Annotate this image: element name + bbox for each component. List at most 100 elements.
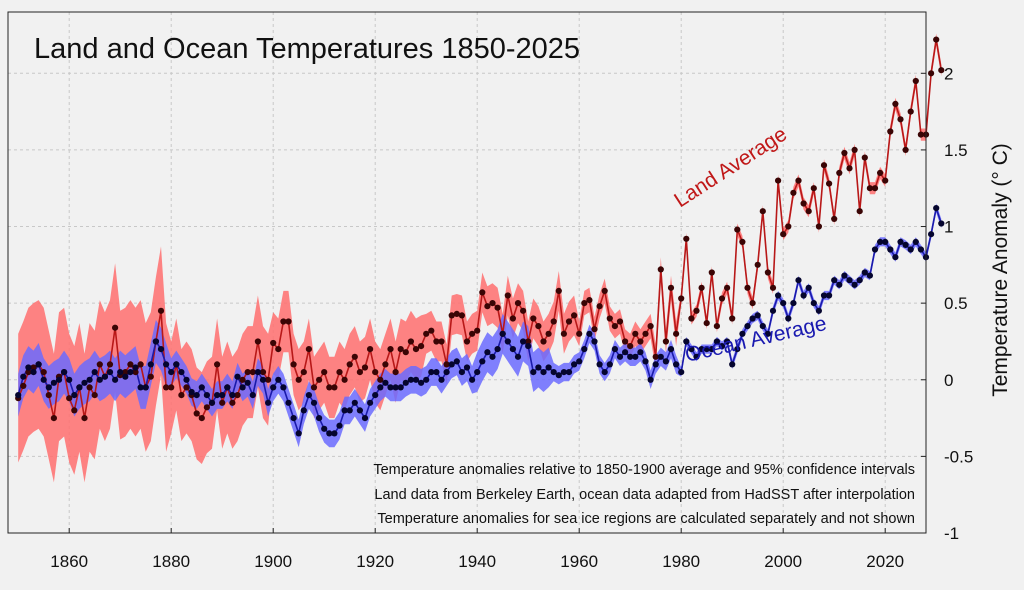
data-point-ocean xyxy=(596,361,603,368)
x-axis-ticks: 1860 1880 1900 1920 1940 1960 1980 2000 2020 xyxy=(50,528,904,571)
data-point-land xyxy=(785,223,792,230)
data-point-ocean xyxy=(769,307,777,314)
data-point-ocean xyxy=(907,246,914,253)
y-tick-label: 1 xyxy=(944,218,953,237)
data-point-land xyxy=(137,361,144,368)
data-point-land xyxy=(356,369,363,376)
data-point-land xyxy=(469,330,476,337)
y-tick-label: -0.5 xyxy=(944,447,973,466)
data-point-ocean xyxy=(106,369,114,376)
data-point-land xyxy=(683,235,690,242)
data-point-land xyxy=(407,338,414,345)
data-point-land xyxy=(254,338,261,345)
plot-frame xyxy=(7,11,927,534)
data-point-ocean xyxy=(76,384,83,391)
data-point-ocean xyxy=(300,407,307,414)
data-point-land xyxy=(759,208,766,215)
data-point-land xyxy=(479,289,486,296)
data-point-ocean xyxy=(499,330,506,337)
data-point-ocean xyxy=(356,407,363,414)
data-point-land xyxy=(657,266,664,273)
data-point-land xyxy=(856,208,863,215)
data-point-land xyxy=(50,415,58,422)
data-point-land xyxy=(576,330,583,337)
data-point-land xyxy=(820,162,828,169)
data-point-land xyxy=(183,384,190,391)
data-point-land xyxy=(387,346,394,353)
data-point-ocean xyxy=(795,277,802,284)
data-point-land xyxy=(428,327,435,334)
data-point-land xyxy=(244,369,251,376)
data-point-ocean xyxy=(571,361,578,368)
data-point-ocean xyxy=(418,379,425,386)
data-point-ocean xyxy=(754,312,761,319)
data-point-land xyxy=(530,315,537,322)
y-tick-label: 0 xyxy=(944,371,953,390)
data-point-ocean xyxy=(851,281,858,288)
x-tick-label: 1960 xyxy=(560,552,598,571)
data-point-land xyxy=(423,330,430,337)
data-point-land xyxy=(285,318,292,325)
data-point-ocean xyxy=(871,246,879,253)
data-point-land xyxy=(627,343,634,350)
data-point-land xyxy=(20,382,27,389)
data-point-ocean xyxy=(254,369,261,376)
data-point-land xyxy=(214,361,221,368)
data-point-ocean xyxy=(698,346,705,353)
data-point-land xyxy=(392,369,399,376)
data-point-ocean xyxy=(831,277,838,284)
data-point-land xyxy=(805,208,812,215)
data-point-land xyxy=(902,146,909,153)
data-point-ocean xyxy=(96,376,103,383)
data-point-ocean xyxy=(453,358,460,365)
data-point-ocean xyxy=(265,399,272,406)
data-point-land xyxy=(453,310,460,317)
data-point-ocean xyxy=(861,269,868,276)
data-point-ocean xyxy=(463,364,471,371)
data-point-land xyxy=(295,376,302,383)
y-axis-ticks: -1 -0.5 0 0.5 1 1.5 2 xyxy=(921,64,973,543)
data-point-land xyxy=(652,353,659,360)
data-point-ocean xyxy=(892,254,899,261)
data-point-land xyxy=(764,269,772,276)
data-point-ocean xyxy=(764,330,772,337)
data-point-ocean xyxy=(611,346,619,353)
data-point-ocean xyxy=(66,376,73,383)
data-point-ocean xyxy=(367,399,374,406)
data-point-land xyxy=(367,346,374,353)
data-point-ocean xyxy=(887,246,894,253)
data-point-land xyxy=(305,346,312,353)
data-point-land xyxy=(632,330,639,337)
data-point-land xyxy=(321,369,328,376)
data-point-land xyxy=(132,369,139,376)
data-point-ocean xyxy=(678,369,685,376)
data-point-ocean xyxy=(489,353,496,360)
data-point-land xyxy=(280,318,287,325)
data-point-ocean xyxy=(137,384,144,391)
data-point-ocean xyxy=(780,300,787,307)
data-point-ocean xyxy=(820,292,828,299)
data-point-ocean xyxy=(565,369,573,376)
data-point-ocean xyxy=(708,346,715,353)
data-point-land xyxy=(841,149,848,157)
data-point-land xyxy=(122,369,129,376)
data-point-land xyxy=(310,384,318,391)
data-point-ocean xyxy=(203,392,210,399)
data-point-land xyxy=(713,323,721,330)
data-point-ocean xyxy=(433,369,440,376)
data-point-ocean xyxy=(622,349,629,356)
data-point-ocean xyxy=(127,369,134,376)
data-point-ocean xyxy=(800,292,807,299)
data-point-ocean xyxy=(647,376,654,383)
data-point-ocean xyxy=(168,369,175,376)
x-tick-label: 2020 xyxy=(866,552,904,571)
data-point-ocean xyxy=(71,392,78,399)
data-point-ocean xyxy=(810,300,817,307)
x-tick-label: 1920 xyxy=(356,552,394,571)
data-point-land xyxy=(647,323,654,330)
data-point-ocean xyxy=(785,315,792,322)
data-point-ocean xyxy=(734,346,741,353)
data-point-land xyxy=(30,364,37,371)
annotation-line-1: Temperature anomalies relative to 1850-1… xyxy=(373,462,915,478)
data-point-ocean xyxy=(514,353,522,360)
